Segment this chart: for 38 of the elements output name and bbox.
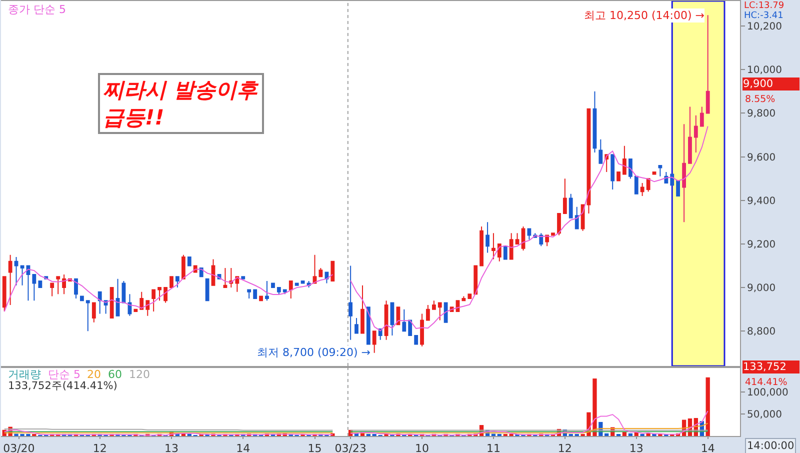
text: 단순 5: [48, 368, 80, 381]
text: 120: [129, 368, 150, 381]
text: 종가 단순 5: [8, 3, 66, 16]
y-tick-label: 9,800: [747, 108, 776, 120]
y-tick-label: 10,000: [747, 65, 782, 76]
chart-title: 거래량: [8, 368, 41, 381]
text: 14:00:00: [747, 440, 794, 452]
x-tick-label: 13: [164, 442, 178, 453]
y-tick-label: 50,000: [747, 410, 782, 421]
text: 8.55%: [745, 94, 776, 105]
y-tick-label: 9,200: [747, 239, 776, 250]
text: 20: [87, 368, 101, 381]
x-tick-label: 15: [308, 442, 322, 453]
y-tick-label: 9,600: [747, 152, 776, 164]
x-tick-label: 14: [700, 442, 715, 453]
annotation: 133,752주(414.41%): [8, 380, 118, 392]
x-tick-label: 14: [236, 442, 250, 453]
y-tick-label: 9,400: [747, 196, 776, 207]
text: 9,900: [743, 78, 774, 90]
annotation: 최저 8,700 (09:20) →: [257, 346, 370, 359]
y-tick-label: 8,800: [747, 326, 776, 338]
y-tick-label: 100,000: [747, 388, 788, 399]
text: 414.41%: [745, 377, 788, 388]
text: LC:13.79: [744, 1, 784, 11]
x-tick-label: 10: [415, 442, 430, 453]
y-tick-label: 10,200: [747, 22, 782, 33]
annotation: 찌라시 발송이후 급등!!: [103, 78, 260, 130]
x-tick-label: 11: [486, 442, 500, 453]
x-tick-label: 03/23: [334, 442, 366, 453]
text: 133,752: [743, 361, 786, 373]
x-tick-label: 12: [92, 442, 107, 453]
annotation: 최고 10,250 (14:00) →: [584, 9, 704, 22]
x-tick-label: 12: [558, 442, 572, 453]
x-tick-label: 13: [629, 442, 644, 453]
text: 60: [108, 368, 122, 381]
text: HC:-3.41: [744, 11, 784, 21]
x-tick-label: 03/20: [3, 442, 35, 453]
y-tick-label: 9,000: [747, 283, 776, 294]
